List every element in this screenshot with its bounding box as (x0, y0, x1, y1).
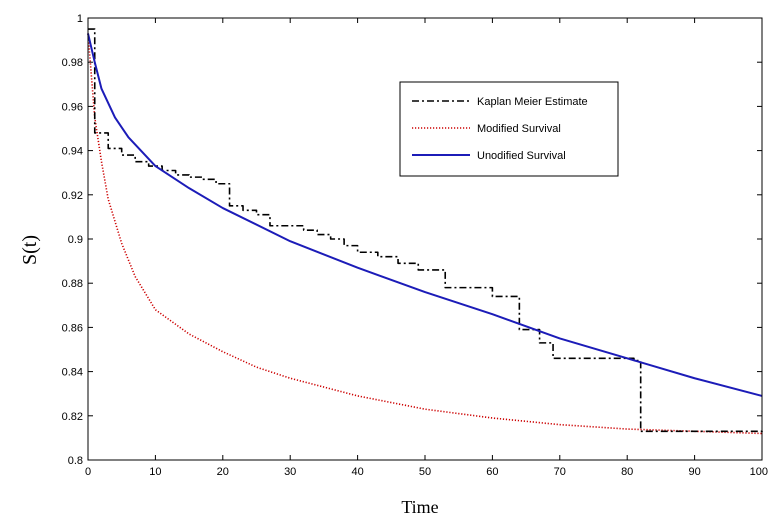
legend-label: Unodified Survival (477, 150, 566, 162)
y-tick-label: 0.86 (62, 322, 83, 334)
y-tick-label: 0.8 (68, 455, 83, 467)
x-tick-label: 10 (149, 466, 161, 478)
y-axis-title: S(t) (19, 235, 41, 265)
y-tick-label: 0.96 (62, 101, 83, 113)
x-tick-label: 90 (688, 466, 700, 478)
x-tick-label: 50 (419, 466, 431, 478)
legend-label: Modified Survival (477, 123, 561, 135)
y-tick-label: 0.92 (62, 190, 83, 202)
tick-layer: 0 10 20 30 40 50 60 70 80 90 100 0.8 0.82 0.84 0.86 0.8… (62, 13, 768, 478)
y-tick-label: 0.82 (62, 411, 83, 423)
legend-label: Kaplan Meier Estimate (477, 96, 588, 108)
x-tick-label: 70 (554, 466, 566, 478)
series-line-2 (87, 33, 763, 397)
y-tick-label: 0.9 (68, 234, 83, 246)
y-tick-label: 1 (77, 13, 83, 25)
y-tick-label: 0.88 (62, 278, 83, 290)
legend: Kaplan Meier Estimate Modified Survival Un… (399, 81, 619, 177)
y-tick-label: 0.94 (62, 146, 83, 158)
x-tick-label: 100 (750, 466, 768, 478)
x-tick-label: 20 (217, 466, 229, 478)
x-tick-label: 80 (621, 466, 633, 478)
legend-box (399, 81, 619, 177)
x-tick-label: 60 (486, 466, 498, 478)
x-axis-title: Time (401, 497, 438, 517)
series-line-0 (88, 28, 763, 434)
x-tick-label: 30 (284, 466, 296, 478)
x-tick-label: 40 (351, 466, 363, 478)
x-tick-label: 0 (85, 466, 91, 478)
y-tick-label: 0.84 (62, 367, 83, 379)
series-layer (87, 28, 763, 435)
y-tick-label: 0.98 (62, 57, 83, 69)
